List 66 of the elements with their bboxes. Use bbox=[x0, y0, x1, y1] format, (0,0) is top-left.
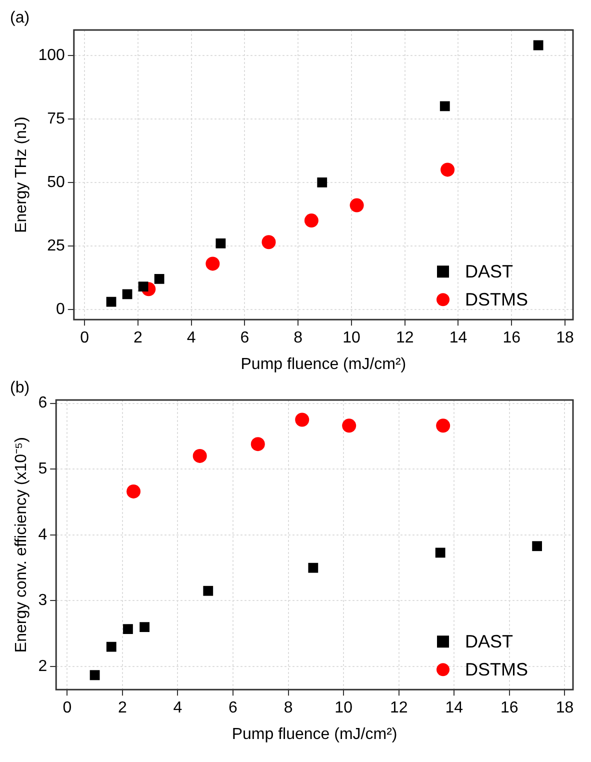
y-tick-label: 0 bbox=[56, 300, 65, 318]
point bbox=[90, 670, 100, 680]
x-tick-label: 4 bbox=[173, 700, 182, 717]
x-tick-label: 10 bbox=[334, 700, 353, 717]
x-tick-label: 12 bbox=[390, 700, 408, 717]
y-tick-label: 75 bbox=[47, 110, 65, 128]
x-tick-label: 4 bbox=[186, 330, 196, 347]
x-tick-label: 2 bbox=[118, 700, 127, 717]
x-tick-label: 0 bbox=[80, 330, 90, 347]
text: (b) bbox=[10, 379, 30, 396]
point bbox=[216, 238, 226, 248]
point bbox=[436, 418, 450, 433]
legend-label: DSTMS bbox=[465, 290, 528, 310]
y-tick-label: 6 bbox=[38, 394, 48, 412]
x-tick-label: 16 bbox=[500, 700, 518, 717]
x-tick-label: 14 bbox=[445, 700, 464, 717]
point bbox=[106, 642, 116, 652]
legend-label: DAST bbox=[465, 262, 514, 282]
point bbox=[154, 274, 164, 284]
point bbox=[192, 448, 207, 463]
y-tick-label: 100 bbox=[38, 46, 65, 64]
point bbox=[532, 541, 542, 552]
x-tick-label: 14 bbox=[449, 330, 468, 347]
point bbox=[342, 418, 356, 433]
x-axis-title: Pump fluence (mJ/cm²) bbox=[240, 356, 406, 373]
y-tick-label: 5 bbox=[38, 460, 48, 478]
x-tick-label: 6 bbox=[240, 330, 250, 347]
point bbox=[206, 256, 220, 271]
x-tick-label: 6 bbox=[228, 700, 238, 717]
point bbox=[126, 484, 140, 498]
legend-label: DSTMS bbox=[465, 660, 528, 680]
point bbox=[317, 177, 328, 188]
x-tick-label: 16 bbox=[502, 330, 521, 347]
point bbox=[533, 40, 544, 50]
point bbox=[440, 162, 455, 177]
point bbox=[440, 101, 450, 112]
y-tick-label: 50 bbox=[47, 174, 65, 191]
point bbox=[250, 437, 265, 452]
x-tick-label: 18 bbox=[556, 330, 574, 347]
point bbox=[122, 289, 132, 300]
point bbox=[262, 235, 276, 250]
point bbox=[350, 198, 364, 212]
y-tick-label: 3 bbox=[38, 592, 48, 610]
y-axis-title: Energy conv. efficiency (x10⁻⁵) bbox=[13, 437, 30, 653]
point bbox=[106, 296, 116, 307]
point bbox=[295, 412, 310, 427]
x-tick-label: 2 bbox=[134, 330, 142, 347]
y-tick-label: 25 bbox=[47, 237, 65, 254]
y-axis-title: Energy THz (nJ) bbox=[13, 116, 30, 233]
x-tick-label: 18 bbox=[556, 700, 574, 717]
x-axis-title: Pump fluence (mJ/cm²) bbox=[232, 726, 398, 743]
x-tick-label: 8 bbox=[284, 700, 293, 717]
y-tick-label: 4 bbox=[38, 526, 48, 544]
point bbox=[304, 214, 318, 228]
x-tick-label: 12 bbox=[396, 330, 414, 347]
point bbox=[435, 548, 446, 558]
text: (a) bbox=[10, 9, 30, 26]
point bbox=[140, 622, 150, 632]
point bbox=[308, 562, 318, 573]
point bbox=[123, 624, 133, 634]
point bbox=[203, 586, 214, 596]
legend-label: DAST bbox=[465, 632, 514, 652]
x-tick-label: 8 bbox=[294, 330, 303, 347]
y-tick-label: 2 bbox=[38, 658, 48, 675]
point bbox=[138, 282, 148, 292]
x-tick-label: 10 bbox=[342, 330, 360, 347]
